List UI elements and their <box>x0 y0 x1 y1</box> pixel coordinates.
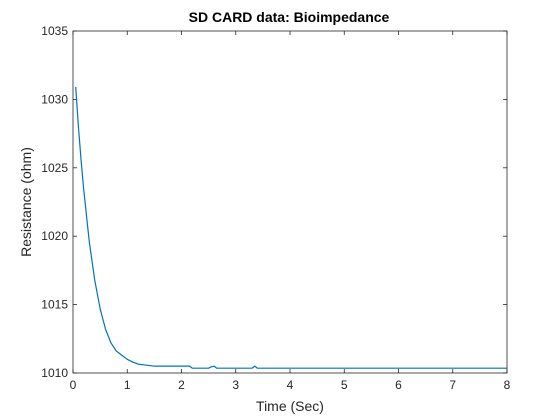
y-tick-label: 1030 <box>41 92 68 106</box>
x-tick-label: 7 <box>449 378 456 392</box>
x-tick-label: 0 <box>70 378 77 392</box>
x-axis-label: Time (Sec) <box>256 398 324 414</box>
y-tick-label: 1015 <box>41 298 68 312</box>
y-tick-label: 1035 <box>41 24 68 38</box>
y-tick-label: 1010 <box>41 366 68 380</box>
y-tick-label: 1020 <box>41 229 68 243</box>
x-tick-label: 5 <box>341 378 348 392</box>
x-tick-label: 3 <box>232 378 239 392</box>
y-axis-label: Resistance (ohm) <box>18 147 34 257</box>
x-tick-label: 2 <box>178 378 185 392</box>
chart-title: SD CARD data: Bioimpedance <box>189 9 390 25</box>
x-tick-label: 6 <box>395 378 402 392</box>
x-tick-label: 1 <box>124 378 131 392</box>
plot-area <box>73 31 507 373</box>
y-tick-label: 1025 <box>41 161 68 175</box>
x-tick-label: 8 <box>504 378 511 392</box>
x-tick-label: 4 <box>287 378 294 392</box>
